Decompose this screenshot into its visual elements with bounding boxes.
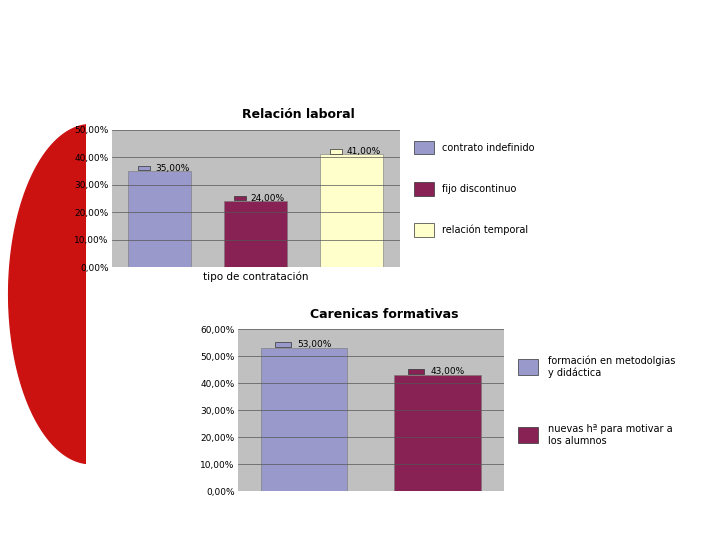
Text: 43,00%: 43,00% xyxy=(431,367,465,376)
Bar xyxy=(330,150,342,153)
Bar xyxy=(394,375,481,491)
Bar xyxy=(128,171,191,267)
Bar xyxy=(408,369,424,374)
Text: formación en metodolgias
y didáctica: formación en metodolgias y didáctica xyxy=(547,355,675,378)
Text: 53,00%: 53,00% xyxy=(297,340,332,349)
Text: Carenicas formativas: Carenicas formativas xyxy=(310,308,459,321)
Bar xyxy=(414,140,434,154)
Bar xyxy=(320,154,383,267)
Text: relación temporal: relación temporal xyxy=(442,225,528,235)
Text: Caracterización del sector:: Caracterización del sector: xyxy=(18,23,261,38)
Bar xyxy=(235,196,246,200)
X-axis label: tipo de contratación: tipo de contratación xyxy=(203,272,308,282)
Bar xyxy=(138,166,150,170)
Bar xyxy=(518,427,538,443)
Text: Relación laboral: Relación laboral xyxy=(243,109,355,122)
Text: 35,00%: 35,00% xyxy=(155,164,189,172)
Bar xyxy=(414,223,434,237)
Text: 41,00%: 41,00% xyxy=(347,147,381,156)
Bar xyxy=(225,201,287,267)
Polygon shape xyxy=(9,125,91,464)
Text: nuevas hª para motivar a
los alumnos: nuevas hª para motivar a los alumnos xyxy=(547,424,672,446)
Text: contrato indefinido: contrato indefinido xyxy=(442,143,535,152)
Text: fijo discontinuo: fijo discontinuo xyxy=(442,184,516,194)
Bar xyxy=(261,348,348,491)
Bar xyxy=(518,359,538,375)
Text: 24,00%: 24,00% xyxy=(251,194,285,203)
Bar xyxy=(414,182,434,195)
Text: Formadores que trabajan en Academias: Formadores que trabajan en Academias xyxy=(18,68,408,85)
Bar xyxy=(275,342,291,347)
